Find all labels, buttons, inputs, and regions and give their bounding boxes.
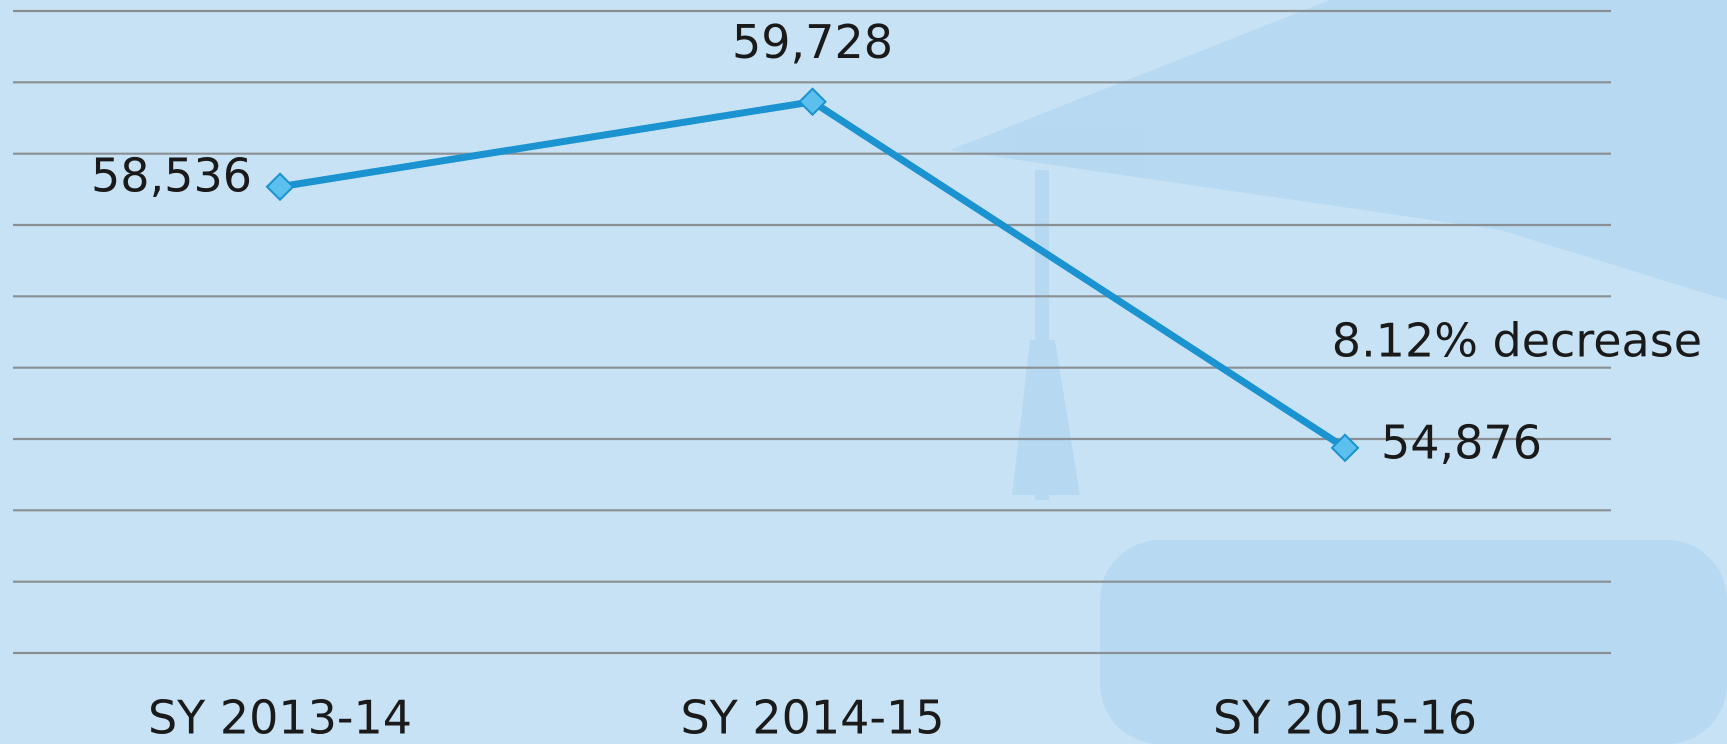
cap-shape	[950, 0, 1727, 300]
x-tick-label: SY 2013-14	[148, 691, 412, 744]
book-shape	[1100, 540, 1727, 744]
data-label: 58,536	[91, 148, 252, 202]
data-label: 59,728	[732, 15, 893, 69]
annotation: 8.12% decrease	[1332, 314, 1702, 368]
x-tick-label: SY 2015-16	[1213, 691, 1477, 744]
marker	[265, 172, 295, 202]
data-label: 54,876	[1381, 415, 1542, 469]
marker	[798, 87, 827, 117]
background-decoration	[950, 0, 1727, 744]
tassel	[1012, 340, 1080, 495]
marker	[1330, 433, 1360, 463]
x-tick-label: SY 2014-15	[680, 691, 944, 744]
